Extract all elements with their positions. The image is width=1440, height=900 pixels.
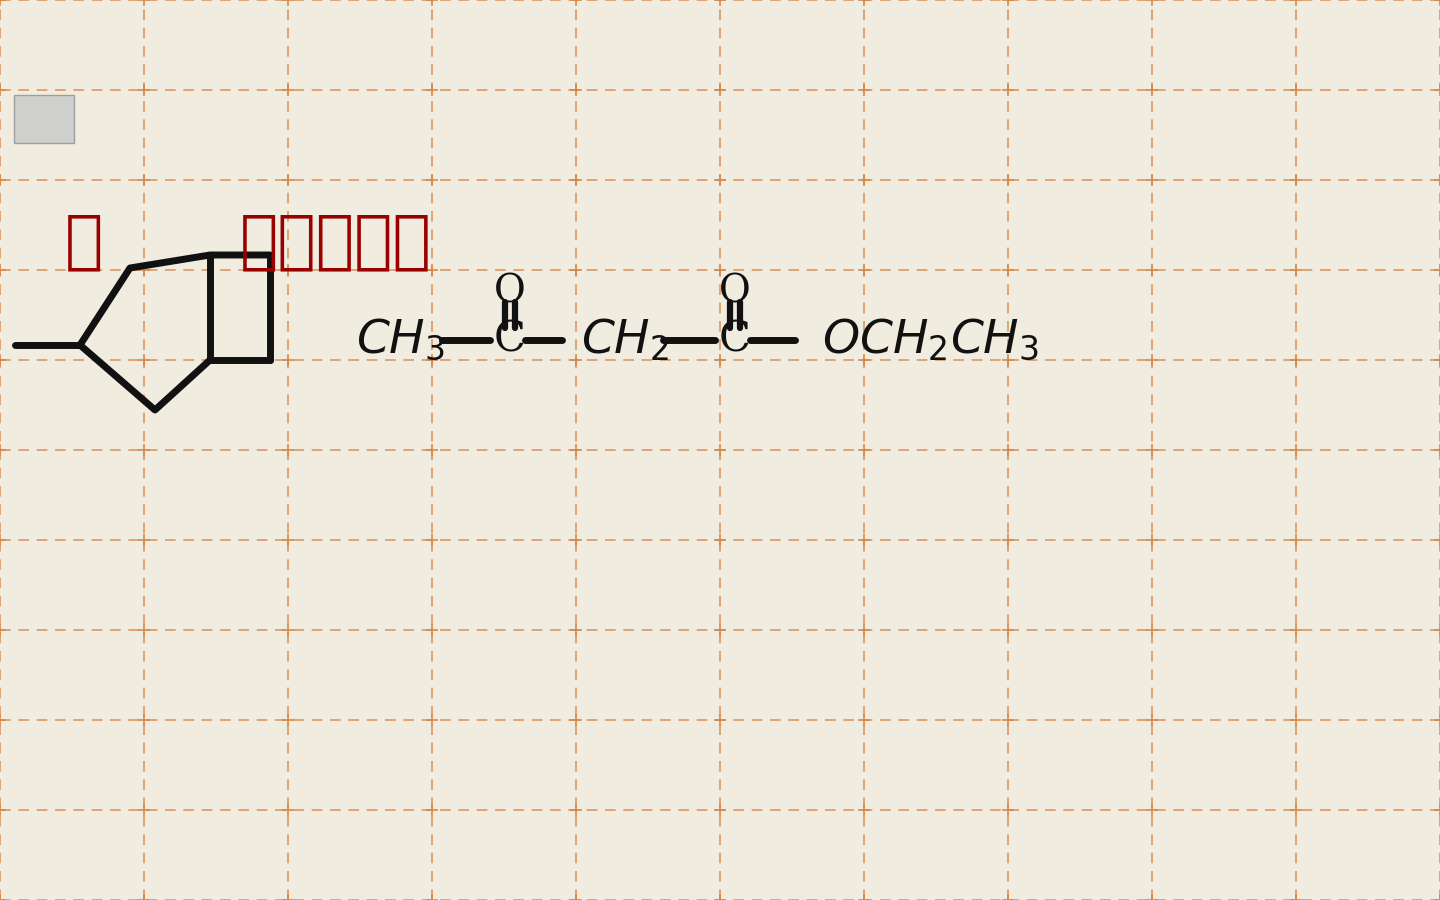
Text: $CH_3$: $CH_3$ (356, 317, 445, 363)
Text: O: O (719, 274, 750, 310)
Bar (14, 95, 73, 143)
Text: 锐: 锐 (65, 210, 104, 272)
Text: 乙酰乙酸酓: 乙酰乙酸酓 (240, 210, 432, 272)
Text: C: C (494, 319, 526, 361)
Text: C: C (719, 319, 750, 361)
Text: O: O (494, 274, 526, 310)
Text: $OCH_2CH_3$: $OCH_2CH_3$ (822, 317, 1038, 363)
Text: $CH_2$: $CH_2$ (580, 317, 670, 364)
